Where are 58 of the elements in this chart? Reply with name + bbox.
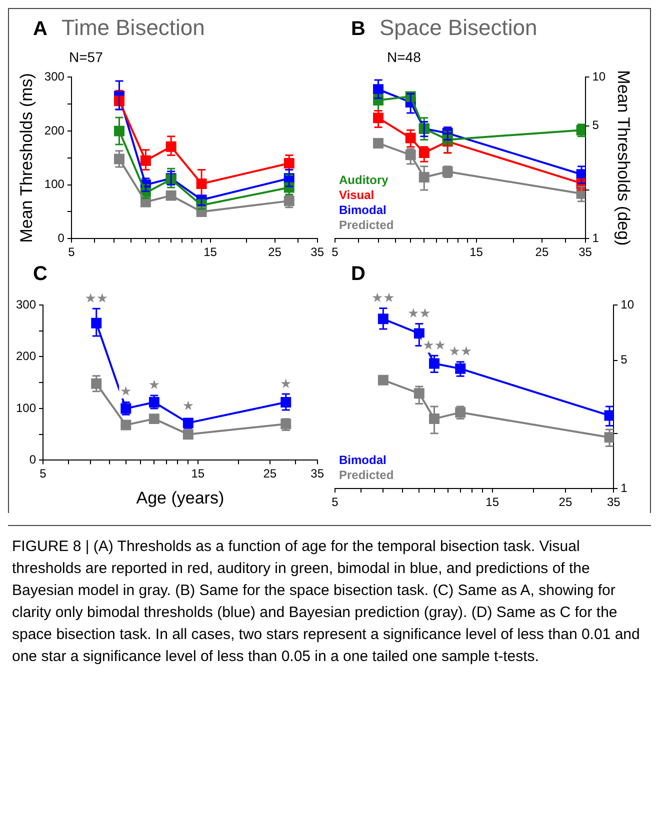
text: B [351,18,366,41]
annotation: ★★ [372,291,395,306]
y-tick-label: 300 [16,297,36,312]
y-axis-title: Mean Thresholds (deg) [614,70,634,246]
text: Bimodal [339,202,386,217]
y-tick-label: 100 [44,177,65,192]
x-tick-label: 15 [204,245,218,260]
chart-title: Space Bisection [379,15,538,41]
x-tick-label: 35 [310,245,324,260]
point [182,429,194,440]
y-tick-label: 1 [620,480,628,495]
annotation: ★★ [84,291,108,306]
text: C [33,263,48,286]
y-tick-label: 100 [16,400,36,415]
x-tick-label: 25 [558,495,572,510]
y-tick-label: 200 [44,123,65,138]
y-tick-label: 5 [592,118,600,132]
x-tick-label: 25 [268,245,282,260]
x-tick-label: 25 [535,245,549,260]
text: Predicted [339,218,394,232]
x-tick-label: 15 [486,495,500,510]
caption: FIGURE 8 | (A) Thresholds as a function of age for the temporal bisection task. Visual thresholds are reported in red, auditory in green, bimodal in blue, and predictions of the Bayesian model in gray. (B) Same for the space bisection task. (C) Same as A, showing for clarity only bimodal thresholds (blue) and Bayesian prediction (gray). (D) Same as C for the space bisection task. In all cases, two stars represent a significance level of less than 0.01 and one star a significance level of less than 0.05 in a one tailed one sample t-tests. [12,537,641,667]
point [120,420,132,430]
annotation: ★ [280,376,292,392]
chart-title: Time Bisection [61,15,205,41]
text: A [33,18,48,41]
annotation: ★ [120,384,132,400]
x-tick-label: 35 [310,466,324,481]
y-tick-label: 200 [16,349,36,364]
x-tick-label: 5 [332,495,339,510]
y-tick-label: 10 [592,70,606,84]
y-tick-label: 0 [58,230,65,245]
x-tick-label: 35 [606,495,621,510]
y-axis-title: Mean Thresholds (ms) [16,73,36,243]
x-tick-label: 5 [68,245,76,260]
annotation: ★ [182,398,194,414]
text: D [351,263,366,286]
text: Auditory [339,172,389,187]
text: Visual [339,188,374,202]
annotation: ★★ [448,344,472,360]
annotation: ★★ [422,338,446,354]
y-tick-label: 0 [29,452,36,467]
text: Predicted [339,468,394,482]
y-tick-label: 10 [620,297,634,312]
y-tick-label: 1 [592,230,600,245]
x-tick-label: 15 [191,466,205,481]
text: N=57 [68,49,104,67]
text: Bimodal [339,452,386,467]
x-tick-label: 5 [332,245,339,260]
x-tick-label: 15 [470,245,484,260]
x-tick-label: 35 [578,245,592,260]
y-tick-label: 5 [620,352,628,367]
annotation: ★★ [408,306,431,322]
annotation: ★ [148,378,160,394]
text: N=48 [386,49,422,67]
x-axis-title: Age (years) [136,488,224,508]
y-tick-label: 300 [44,70,65,84]
x-tick-label: 25 [263,466,277,481]
